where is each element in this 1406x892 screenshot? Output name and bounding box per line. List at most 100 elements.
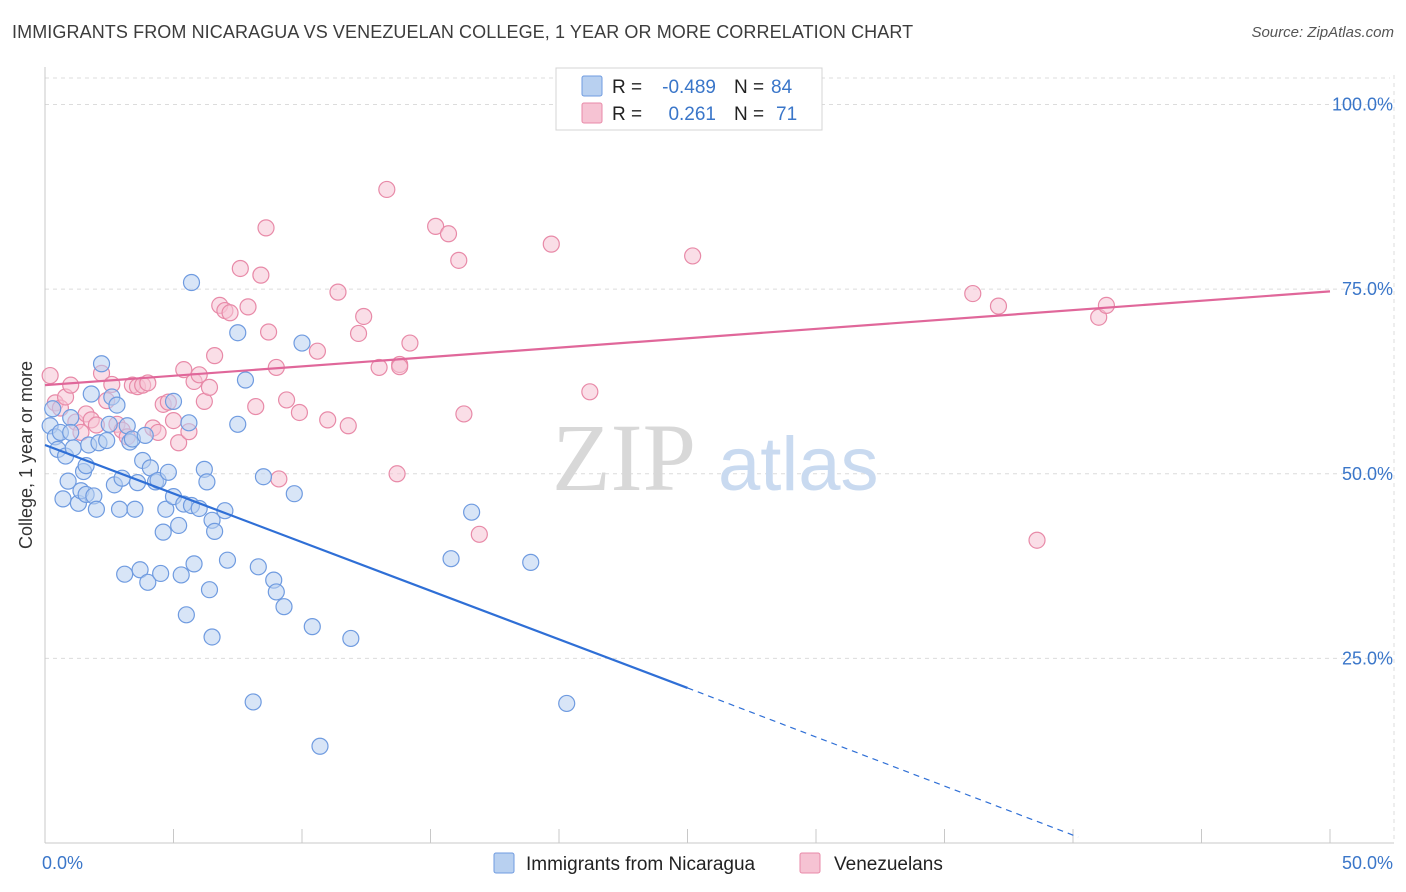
chart-title: IMMIGRANTS FROM NICARAGUA VS VENEZUELAN … <box>12 22 914 42</box>
x-tick-label-1: 50.0% <box>1342 853 1393 873</box>
venezuelans-point-39 <box>252 266 270 284</box>
y-tick-label-1: 75.0% <box>1342 279 1393 299</box>
legend-r-label-1: R = <box>612 77 642 98</box>
venezuelans-trend-line <box>44 290 1331 387</box>
venezuelans-point-25 <box>170 434 188 452</box>
legend-n-value-1: 84 <box>771 77 793 98</box>
nicaragua-point-67 <box>236 371 255 389</box>
nicaragua-point-74 <box>285 485 303 503</box>
venezuelans-point-38 <box>247 397 265 416</box>
nicaragua-point-9 <box>62 423 80 442</box>
nicaragua-trend-line <box>44 443 688 689</box>
nicaragua-point-46 <box>164 392 183 410</box>
series-legend: Immigrants from Nicaragua Venezuelans <box>493 852 943 875</box>
legend-swatch-pink <box>581 102 603 124</box>
nicaragua-point-81 <box>522 553 540 571</box>
nicaragua-point-58 <box>198 473 216 491</box>
nicaragua-point-75 <box>293 334 311 352</box>
nicaragua-point-43 <box>154 523 172 541</box>
axes <box>44 67 1394 844</box>
nicaragua-point-77 <box>311 737 329 755</box>
tick-labels: 100.0% 75.0% 50.0% 25.0% 0.0% 50.0% <box>42 95 1393 873</box>
nicaragua-point-8 <box>62 409 80 427</box>
nicaragua-point-64 <box>218 551 237 569</box>
nicaragua-point-19 <box>87 500 106 518</box>
venezuelans-point-45 <box>290 403 309 422</box>
venezuelans-point-64 <box>684 247 702 265</box>
legend-n-label-2: N = <box>734 104 764 125</box>
venezuelans-point-50 <box>349 324 368 343</box>
legend-swatch-blue <box>581 75 603 97</box>
nicaragua-point-44 <box>157 500 175 518</box>
nicaragua-point-79 <box>442 550 460 568</box>
bottom-legend-swatch-blue <box>493 852 515 874</box>
nicaragua-point-65 <box>229 324 247 342</box>
nicaragua-point-33 <box>126 500 144 518</box>
venezuelans-point-60 <box>455 405 473 423</box>
venezuelans-point-59 <box>450 251 468 269</box>
bottom-legend-label-nicaragua: Immigrants from Nicaragua <box>526 854 756 875</box>
venezuelans-point-67 <box>1028 531 1046 549</box>
venezuelans-point-69 <box>1097 296 1116 314</box>
nicaragua-point-35 <box>131 561 149 579</box>
y-tick-label-3: 25.0% <box>1342 648 1393 668</box>
nicaragua-point-82 <box>558 694 576 713</box>
nicaragua-point-72 <box>267 583 285 601</box>
venezuelans-point-41 <box>259 323 278 341</box>
venezuelans-point-52 <box>370 358 388 377</box>
y-tick-label-0: 100.0% <box>1332 95 1393 115</box>
venezuelans-point-66 <box>989 297 1008 315</box>
nicaragua-trend-extension <box>687 687 1079 838</box>
trend-lines <box>44 290 1331 838</box>
legend-r-value-1: -0.489 <box>662 77 716 98</box>
nicaragua-point-49 <box>172 566 190 584</box>
venezuelans-point-31 <box>200 378 219 396</box>
nicaragua-point-7 <box>59 472 77 490</box>
venezuelans-point-57 <box>427 217 445 235</box>
nicaragua-point-70 <box>254 468 273 486</box>
nicaragua-point-78 <box>342 629 360 648</box>
venezuelans-point-47 <box>319 411 337 429</box>
venezuelans-point-63 <box>581 383 599 401</box>
nicaragua-point-37 <box>136 426 154 444</box>
nicaragua-points <box>41 273 576 755</box>
nicaragua-point-51 <box>177 606 195 624</box>
nicaragua-point-59 <box>200 581 219 599</box>
nicaragua-point-22 <box>98 431 116 450</box>
watermark-atlas: atlas <box>718 422 879 507</box>
venezuelans-point-58 <box>439 225 458 243</box>
nicaragua-point-17 <box>82 385 100 403</box>
venezuelans-point-70 <box>391 358 409 376</box>
venezuelans-point-35 <box>221 304 239 322</box>
nicaragua-point-61 <box>203 628 221 646</box>
y-tick-label-2: 50.0% <box>1342 464 1393 484</box>
legend-r-value-2: 0.261 <box>668 104 716 125</box>
nicaragua-point-62 <box>206 522 224 540</box>
nicaragua-point-68 <box>244 693 262 711</box>
nicaragua-point-38 <box>139 573 157 591</box>
nicaragua-point-5 <box>54 490 72 508</box>
legend-n-label-1: N = <box>734 77 764 98</box>
nicaragua-point-42 <box>152 564 170 583</box>
nicaragua-point-76 <box>303 618 321 636</box>
venezuelans-point-37 <box>239 298 257 316</box>
nicaragua-point-48 <box>170 516 188 535</box>
bottom-legend-swatch-pink <box>799 852 821 874</box>
x-tick-label-0: 0.0% <box>42 853 83 873</box>
nicaragua-point-55 <box>185 555 203 573</box>
venezuelans-point-44 <box>277 391 296 409</box>
nicaragua-point-1 <box>44 400 62 418</box>
venezuelans-point-62 <box>542 235 560 253</box>
venezuelans-point-56 <box>401 334 419 352</box>
venezuelans-point-32 <box>206 347 224 365</box>
legend-r-label-2: R = <box>612 104 642 125</box>
source-label: Source: ZipAtlas.com <box>1251 24 1394 41</box>
nicaragua-point-27 <box>110 500 129 518</box>
nicaragua-point-54 <box>182 273 201 292</box>
venezuelans-point-43 <box>270 470 288 488</box>
nicaragua-point-21 <box>92 355 111 373</box>
venezuelans-point-40 <box>257 219 275 237</box>
watermark: ZIP atlas <box>552 404 879 511</box>
nicaragua-point-45 <box>159 463 177 481</box>
venezuelans-point-4 <box>62 376 80 394</box>
